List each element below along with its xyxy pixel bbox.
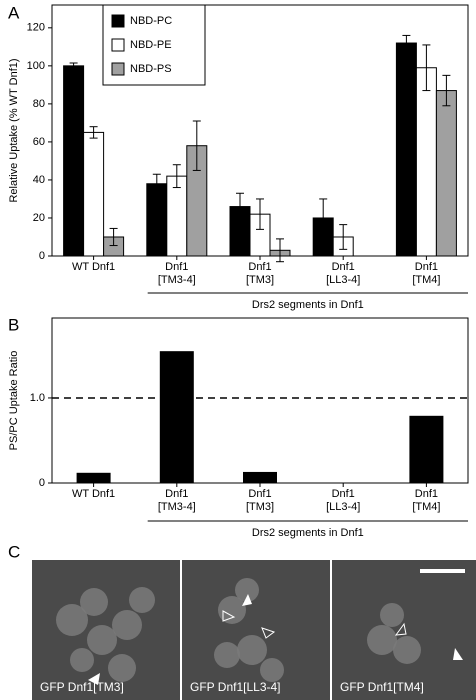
legend-label: NBD-PE bbox=[130, 39, 172, 51]
cell bbox=[80, 588, 108, 616]
x-tick-label: Dnf1 [TM4] bbox=[412, 261, 441, 286]
cell bbox=[87, 625, 117, 655]
legend-swatch bbox=[111, 38, 125, 52]
annotation: Drs2 segments in Dnf1 bbox=[252, 527, 364, 539]
bar bbox=[146, 183, 168, 257]
y-tick-label: 60 bbox=[33, 136, 45, 148]
x-tick-label: WT Dnf1 bbox=[71, 261, 116, 273]
arrowhead bbox=[88, 673, 100, 685]
y-tick-label: 0 bbox=[39, 477, 45, 489]
legend-label: NBD-PC bbox=[130, 15, 172, 27]
bar bbox=[243, 471, 277, 483]
bar bbox=[83, 131, 105, 257]
arrowhead bbox=[453, 648, 463, 660]
cell bbox=[380, 603, 404, 627]
error-bar bbox=[319, 198, 328, 238]
bar bbox=[63, 65, 85, 257]
micrograph-caption: GFP Dnf1[TM4] bbox=[340, 680, 424, 694]
cell bbox=[218, 596, 246, 624]
y-tick-label: 0 bbox=[39, 250, 45, 262]
x-tick-label: Dnf1 [TM3-4] bbox=[157, 488, 196, 513]
cell bbox=[70, 648, 94, 672]
annotation: Drs2 segments in Dnf1 bbox=[252, 299, 364, 311]
cell bbox=[108, 654, 136, 682]
arrowhead bbox=[394, 622, 407, 636]
cell bbox=[235, 578, 259, 602]
x-tick-label: Dnf1 [TM3] bbox=[245, 488, 275, 513]
x-tick-label: Dnf1 [TM3] bbox=[245, 261, 275, 286]
error-bar bbox=[109, 227, 118, 247]
error-bar bbox=[236, 192, 244, 221]
y-tick-label: 100 bbox=[27, 60, 45, 72]
bar bbox=[435, 90, 457, 257]
y-tick-label: 1.0 bbox=[30, 392, 45, 404]
error-bar bbox=[276, 238, 284, 263]
bar bbox=[395, 42, 417, 257]
y-tick-label: 40 bbox=[33, 174, 45, 186]
cell bbox=[214, 642, 240, 668]
cell bbox=[260, 658, 284, 682]
bar bbox=[166, 175, 188, 257]
error-bar bbox=[192, 120, 201, 171]
plot-frame bbox=[51, 317, 469, 484]
error-bar bbox=[172, 164, 181, 189]
x-tick-label: Dnf1 [LL3-4] bbox=[326, 261, 361, 286]
arrowhead bbox=[222, 610, 236, 622]
bar bbox=[409, 415, 444, 483]
y-tick-label: 120 bbox=[27, 22, 45, 34]
x-tick-label: WT Dnf1 bbox=[71, 488, 116, 500]
micrograph bbox=[182, 560, 330, 700]
legend-label: NBD-PS bbox=[130, 63, 172, 75]
legend-swatch bbox=[111, 62, 125, 76]
panel-letter: A bbox=[8, 3, 20, 22]
y-tick-label: 80 bbox=[33, 98, 45, 110]
error-bar bbox=[339, 224, 348, 250]
cell bbox=[112, 610, 142, 640]
micrograph-caption: GFP Dnf1[TM3] bbox=[40, 680, 124, 694]
error-bar bbox=[402, 34, 411, 52]
legend-swatch bbox=[111, 14, 125, 28]
x-tick-label: Dnf1 [TM3-4] bbox=[157, 261, 196, 286]
bar bbox=[159, 351, 194, 483]
y-tick-label: 20 bbox=[33, 212, 45, 224]
error-bar bbox=[152, 173, 161, 194]
error-bar bbox=[256, 198, 264, 230]
error-bar bbox=[89, 126, 98, 139]
panel-letter: C bbox=[8, 542, 20, 561]
micrograph bbox=[332, 560, 476, 700]
arrowhead bbox=[242, 594, 252, 606]
y-axis-label: Relative Uptake (% WT Dnf1) bbox=[8, 58, 20, 202]
cell bbox=[237, 635, 267, 665]
bar bbox=[76, 472, 111, 483]
cell bbox=[367, 625, 397, 655]
cell bbox=[393, 636, 421, 664]
panel-letter: B bbox=[8, 315, 19, 334]
x-tick-label: Dnf1 [LL3-4] bbox=[326, 488, 361, 513]
cell bbox=[129, 587, 155, 613]
y-axis-label: PS/PC Uptake Ratio bbox=[8, 351, 20, 451]
error-bar bbox=[422, 44, 431, 92]
arrowhead bbox=[261, 627, 276, 639]
x-tick-label: Dnf1 [TM4] bbox=[412, 488, 441, 513]
micrograph-caption: GFP Dnf1[LL3-4] bbox=[190, 680, 281, 694]
error-bar bbox=[442, 74, 451, 107]
error-bar bbox=[69, 62, 78, 70]
bar bbox=[415, 67, 437, 257]
cell bbox=[56, 604, 88, 636]
